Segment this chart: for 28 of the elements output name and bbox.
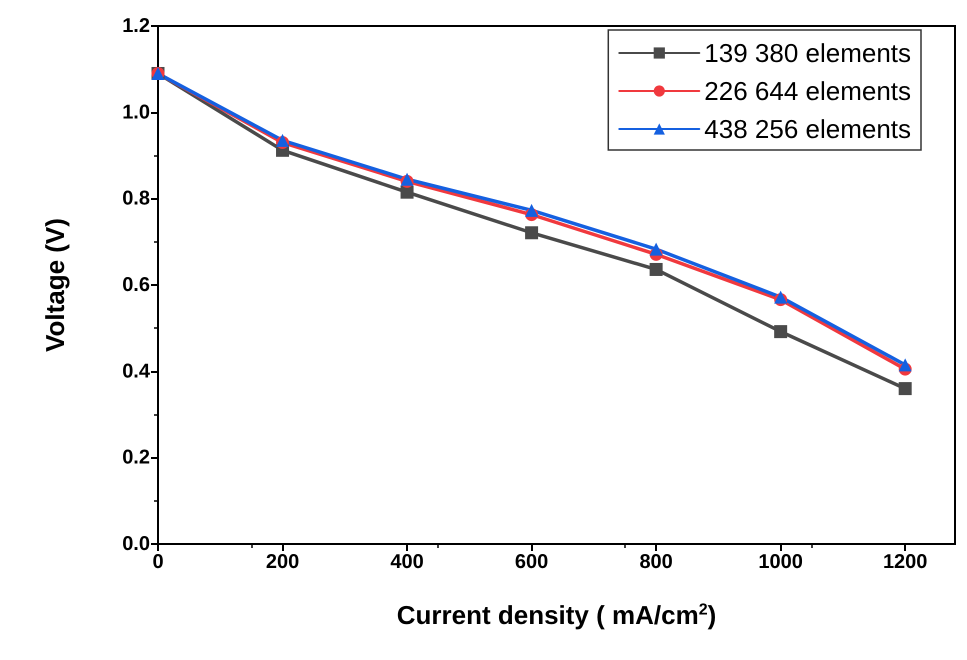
point	[774, 325, 788, 338]
x-tick-label: 200	[266, 551, 300, 573]
point	[525, 226, 538, 240]
point	[898, 358, 912, 372]
y-tick-label: 0.2	[122, 446, 150, 469]
x-tick-label: 1000	[758, 551, 803, 573]
y-tick-label: 0.6	[122, 274, 150, 296]
legend-label: 139 380 elements	[704, 38, 912, 68]
x-tick-label: 1200	[882, 551, 928, 573]
x-tick-label: 0	[152, 551, 164, 573]
point	[650, 242, 663, 256]
x-tick-label: 400	[390, 551, 424, 573]
x-tick-label: 600	[514, 551, 548, 573]
point	[898, 382, 912, 396]
y-tick-label: 1.0	[122, 101, 150, 124]
point	[650, 262, 663, 276]
point	[525, 204, 538, 217]
legend-label: 226 644 elements	[704, 76, 912, 106]
point	[774, 290, 788, 304]
y-tick-label: 0.8	[122, 188, 150, 210]
legend-label: 438 256 elements	[704, 114, 912, 144]
point	[276, 134, 290, 147]
y-tick-label: 0.4	[122, 360, 151, 382]
x-tick-label: 800	[639, 551, 673, 573]
y-axis-title: Voltage (V)	[40, 218, 70, 352]
y-tick-label: 0.0	[122, 533, 150, 555]
y-tick-label: 1.2	[122, 15, 150, 37]
point	[400, 186, 414, 199]
